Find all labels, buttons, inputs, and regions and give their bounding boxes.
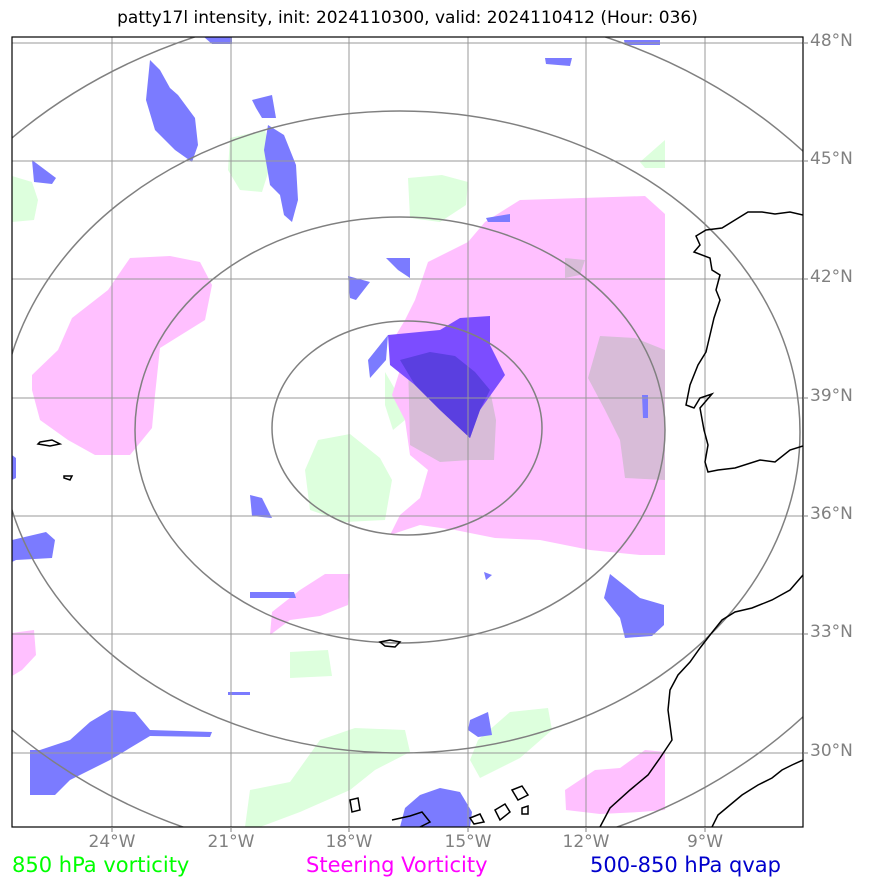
lon-label-18w: 18°W xyxy=(325,832,373,852)
legend-850-vorticity: 850 hPa vorticity xyxy=(12,853,190,877)
lat-label-36n: 36°N xyxy=(810,504,853,524)
plot-frame xyxy=(11,36,804,828)
lat-label-39n: 39°N xyxy=(810,386,853,406)
lat-label-45n: 45°N xyxy=(810,149,853,169)
lon-label-15w: 15°W xyxy=(444,832,492,852)
coastlines xyxy=(36,211,803,827)
lat-label-33n: 33°N xyxy=(810,622,853,642)
lat-label-30n: 30°N xyxy=(810,741,853,761)
steering-vorticity-fields xyxy=(12,196,665,814)
lat-ticks xyxy=(803,42,808,754)
lon-ticks xyxy=(111,827,706,832)
lon-label-12w: 12°W xyxy=(562,832,610,852)
lon-label-24w: 24°W xyxy=(88,832,136,852)
qvap-fields xyxy=(12,37,664,827)
legend-steering-vorticity: Steering Vorticity xyxy=(306,853,488,877)
lat-label-42n: 42°N xyxy=(810,267,853,287)
lon-label-21w: 21°W xyxy=(207,832,255,852)
graticule xyxy=(12,37,803,827)
lon-label-9w: 9°W xyxy=(686,832,724,852)
page-title: patty17l intensity, init: 2024110300, va… xyxy=(117,8,698,28)
lat-label-48n: 48°N xyxy=(810,31,853,51)
legend-qvap: 500-850 hPa qvap xyxy=(590,853,781,877)
